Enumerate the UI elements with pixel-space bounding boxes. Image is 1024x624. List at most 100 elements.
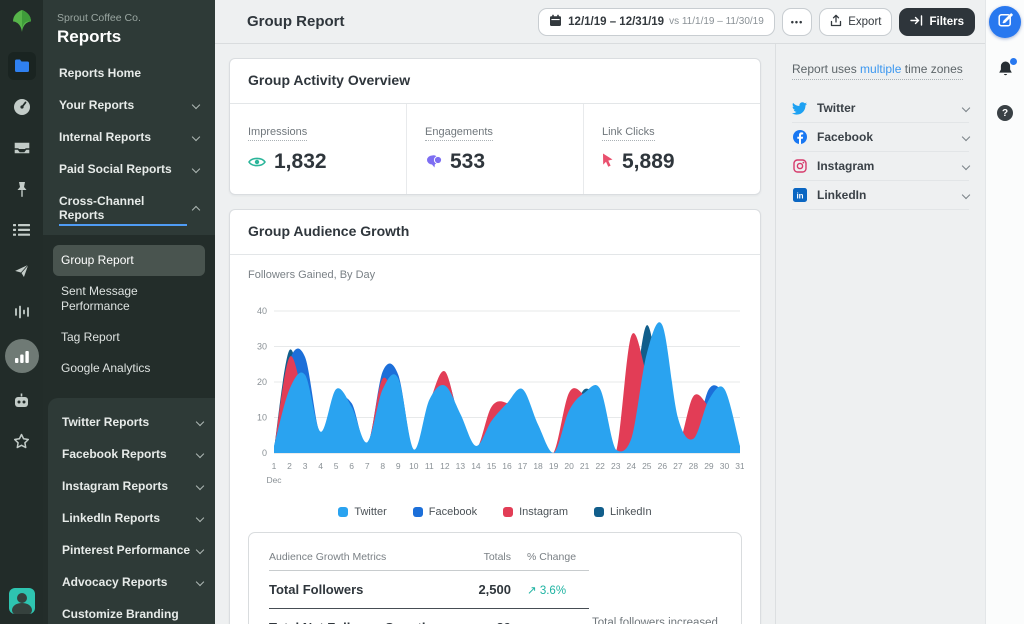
instagram-swatch [503,507,514,517]
sidebar-item-customize-branding[interactable]: Customize Branding [62,607,179,621]
pin-icon[interactable] [8,175,36,203]
sprout-logo-icon[interactable] [9,8,35,34]
main-region: Group Report 12/1/19 – 12/31/19 vs 11/1/… [215,0,985,624]
cursor-click-icon [602,150,614,174]
chevron-down-icon [961,190,971,200]
sidebar-item-linkedin-reports[interactable]: LinkedIn Reports [48,502,215,534]
date-range-label: 12/1/19 – 12/31/19 [568,15,665,28]
profile-row-twitter[interactable]: Twitter [792,94,971,123]
svg-text:24: 24 [627,461,637,471]
user-avatar[interactable] [8,588,35,614]
svg-text:22: 22 [595,461,605,471]
submenu-item-tag-report[interactable]: Tag Report [61,330,120,344]
filters-button[interactable]: Filters [899,7,975,36]
feed-list-icon[interactable] [8,216,36,244]
svg-text:7: 7 [365,461,370,471]
group-audience-growth-card: Group Audience Growth Followers Gained, … [229,209,761,624]
submenu-item-google-analytics[interactable]: Google Analytics [61,361,151,375]
svg-text:21: 21 [580,461,590,471]
svg-text:19: 19 [549,461,559,471]
sidebar-item-reports-home[interactable]: Reports Home [59,66,142,80]
sidebar-item-facebook-reports[interactable]: Facebook Reports [48,438,215,470]
svg-text:14: 14 [471,461,481,471]
sidebar-item-twitter-reports[interactable]: Twitter Reports [48,406,215,438]
legend-item-instagram[interactable]: Instagram [503,506,568,518]
header-actions: 12/1/19 – 12/31/19 vs 11/1/19 – 11/30/19… [538,7,975,36]
multiple-timezones-link[interactable]: multiple [860,62,902,76]
timezone-note: Report uses multiple time zones [792,62,963,80]
inbox-icon[interactable] [8,134,36,162]
group-activity-overview-card: Group Activity Overview Impressions 1,83… [229,58,761,195]
more-options-button[interactable]: ••• [781,7,813,36]
table-row-net-follower-growth[interactable]: Total Net Follower Growth 39 [269,609,589,624]
compose-button[interactable] [989,6,1021,38]
company-name: Sprout Coffee Co. [57,12,141,24]
svg-text:31: 31 [735,461,744,471]
network-reports-panel: Twitter Reports Facebook Reports Instagr… [48,398,215,624]
svg-text:5: 5 [334,461,339,471]
sidebar-item-instagram-reports[interactable]: Instagram Reports [48,470,215,502]
change-badge: ↗ 3.6% [527,584,567,597]
svg-text:40: 40 [257,306,267,316]
svg-text:10: 10 [257,413,267,423]
profile-row-instagram[interactable]: Instagram [792,152,971,181]
svg-text:27: 27 [673,461,683,471]
export-button[interactable]: Export [819,7,893,36]
star-icon[interactable] [8,427,36,455]
sidebar-item-paid-social-reports[interactable]: Paid Social Reports [43,153,215,185]
eye-icon [248,150,266,174]
metric-impressions: Impressions 1,832 [248,126,327,174]
svg-text:4: 4 [318,461,323,471]
facebook-icon [792,130,807,145]
svg-text:16: 16 [502,461,512,471]
reports-bar-chart-icon[interactable] [4,339,39,373]
table-row-total-followers[interactable]: Total Followers 2,500 ↗ 3.6% [269,571,589,609]
filters-icon [910,14,929,29]
svg-text:0: 0 [262,448,267,458]
date-range-button[interactable]: 12/1/19 – 12/31/19 vs 11/1/19 – 11/30/19 [538,7,775,36]
engagement-bubbles-icon [425,150,443,174]
export-icon [830,14,848,30]
svg-text:20: 20 [257,377,267,387]
dashboard-gauge-icon[interactable] [8,93,36,121]
svg-text:2: 2 [287,461,292,471]
sidebar-item-advocacy-reports[interactable]: Advocacy Reports [48,566,215,598]
submenu-item-sent-message-performance[interactable]: Sent Message Performance [61,284,138,313]
submenu-item-group-report[interactable]: Group Report [53,245,205,276]
legend-item-facebook[interactable]: Facebook [412,506,477,518]
page-header: Group Report 12/1/19 – 12/31/19 vs 11/1/… [215,0,985,44]
svg-text:10: 10 [409,461,419,471]
compose-icon [997,12,1013,32]
legend-item-twitter[interactable]: Twitter [338,506,387,518]
link-clicks-value: 5,889 [622,150,675,173]
waveform-icon[interactable] [8,298,36,326]
publish-send-icon[interactable] [8,257,36,285]
chevron-down-icon [195,513,205,523]
audience-card-title: Group Audience Growth [248,223,410,239]
compare-range-label: vs 11/1/19 – 11/30/19 [669,16,764,27]
sidebar-item-cross-channel-reports[interactable]: Cross-Channel Reports [43,185,215,235]
profile-row-facebook[interactable]: Facebook [792,123,971,152]
folder-nav-icon[interactable] [7,52,36,80]
growth-metrics-table: Audience Growth Metrics Totals % Change … [269,547,589,624]
bot-icon[interactable] [8,386,36,414]
notifications-bell-icon[interactable] [997,58,1017,83]
sidebar-item-internal-reports[interactable]: Internal Reports [43,121,215,153]
svg-text:26: 26 [658,461,668,471]
profile-row-linkedin[interactable]: in LinkedIn [792,181,971,210]
chevron-down-icon [195,545,205,555]
reports-sidebar: Sprout Coffee Co. Reports Reports Home Y… [43,0,215,624]
chart-legend: Twitter Facebook Instagram LinkedIn [248,506,742,518]
help-icon[interactable]: ? [997,105,1013,121]
svg-text:12: 12 [440,461,450,471]
linkedin-icon: in [792,188,807,203]
chevron-up-icon [191,205,201,215]
metric-engagements: Engagements 533 [406,104,583,194]
svg-text:18: 18 [533,461,543,471]
legend-item-linkedin[interactable]: LinkedIn [594,506,652,518]
svg-text:17: 17 [518,461,528,471]
sidebar-item-your-reports[interactable]: Your Reports [43,89,215,121]
svg-text:20: 20 [564,461,574,471]
sidebar-item-pinterest-performance[interactable]: Pinterest Performance [48,534,215,566]
